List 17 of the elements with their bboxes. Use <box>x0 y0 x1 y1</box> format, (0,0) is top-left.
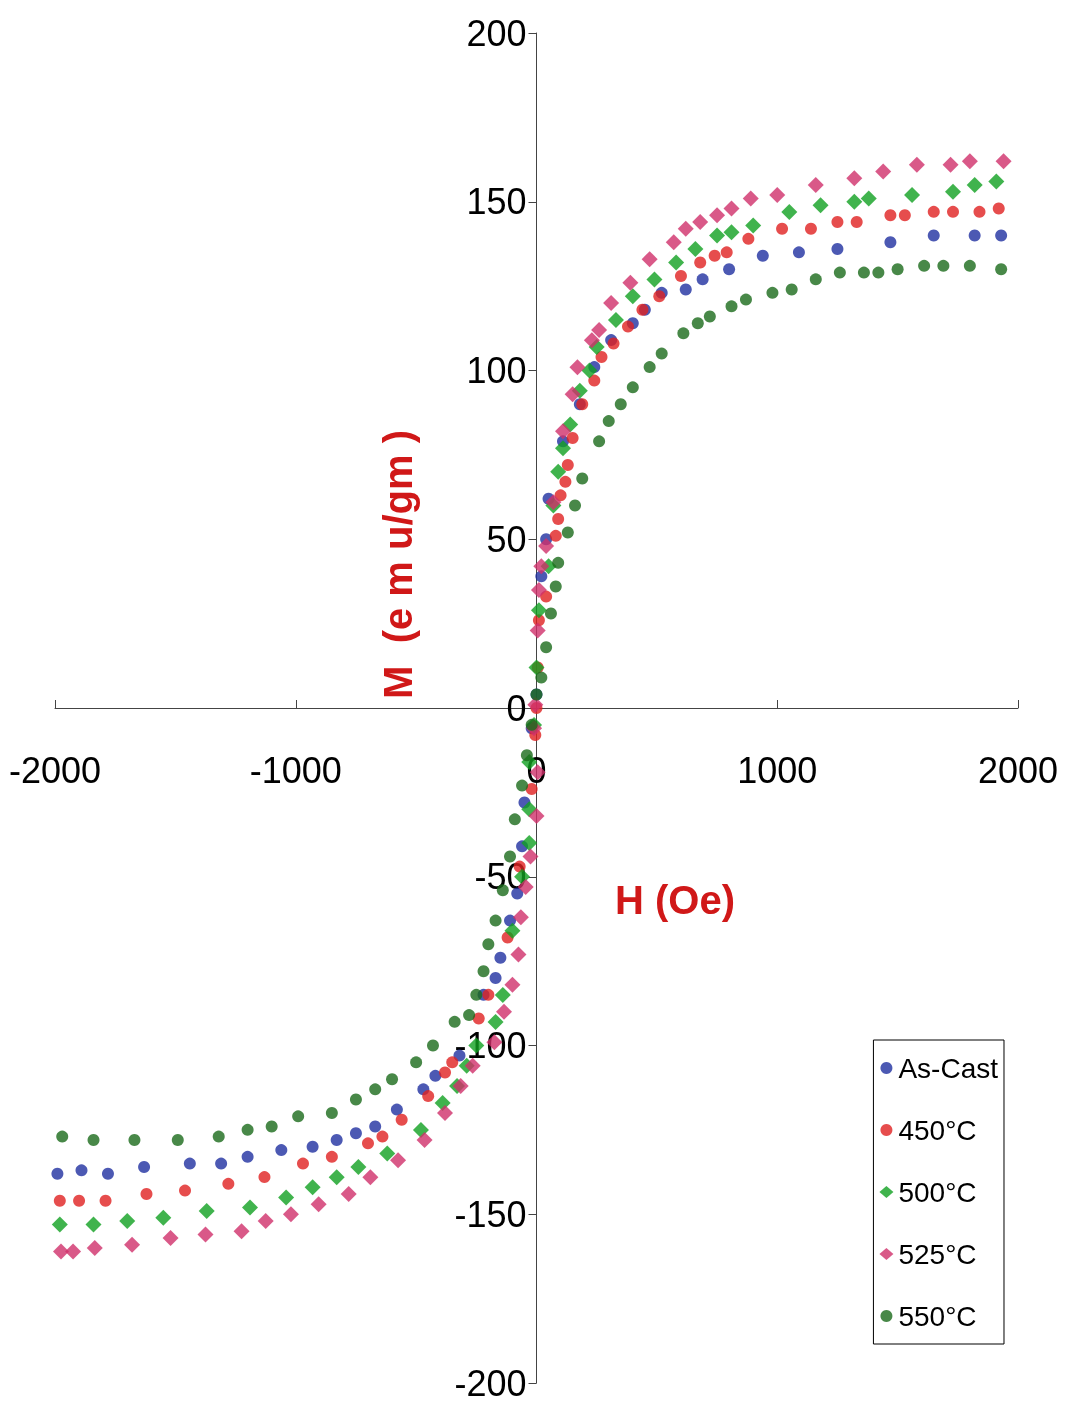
y-tick-label: 50 <box>486 518 527 560</box>
legend-label: 550°C <box>898 1300 977 1332</box>
legend-label: 500°C <box>898 1176 977 1208</box>
legend-label: 525°C <box>898 1238 977 1270</box>
y-axis-title: M (e m u/gm ) <box>376 430 420 699</box>
legend-label: 450°C <box>898 1114 977 1146</box>
legend-label: As-Cast <box>898 1052 999 1084</box>
y-tick-label: 100 <box>466 350 527 391</box>
y-tick-label: 200 <box>466 12 527 54</box>
x-axis-title: H (Oe) <box>615 878 735 922</box>
y-tick-label: 150 <box>466 181 527 223</box>
x-tick-label: 2000 <box>977 749 1059 791</box>
x-tick-label: -2000 <box>8 749 102 791</box>
y-tick-label: -200 <box>454 1362 527 1402</box>
y-tick-label: -150 <box>454 1193 527 1235</box>
x-tick-label: -1000 <box>249 749 342 791</box>
x-tick-label: 1000 <box>737 749 818 791</box>
